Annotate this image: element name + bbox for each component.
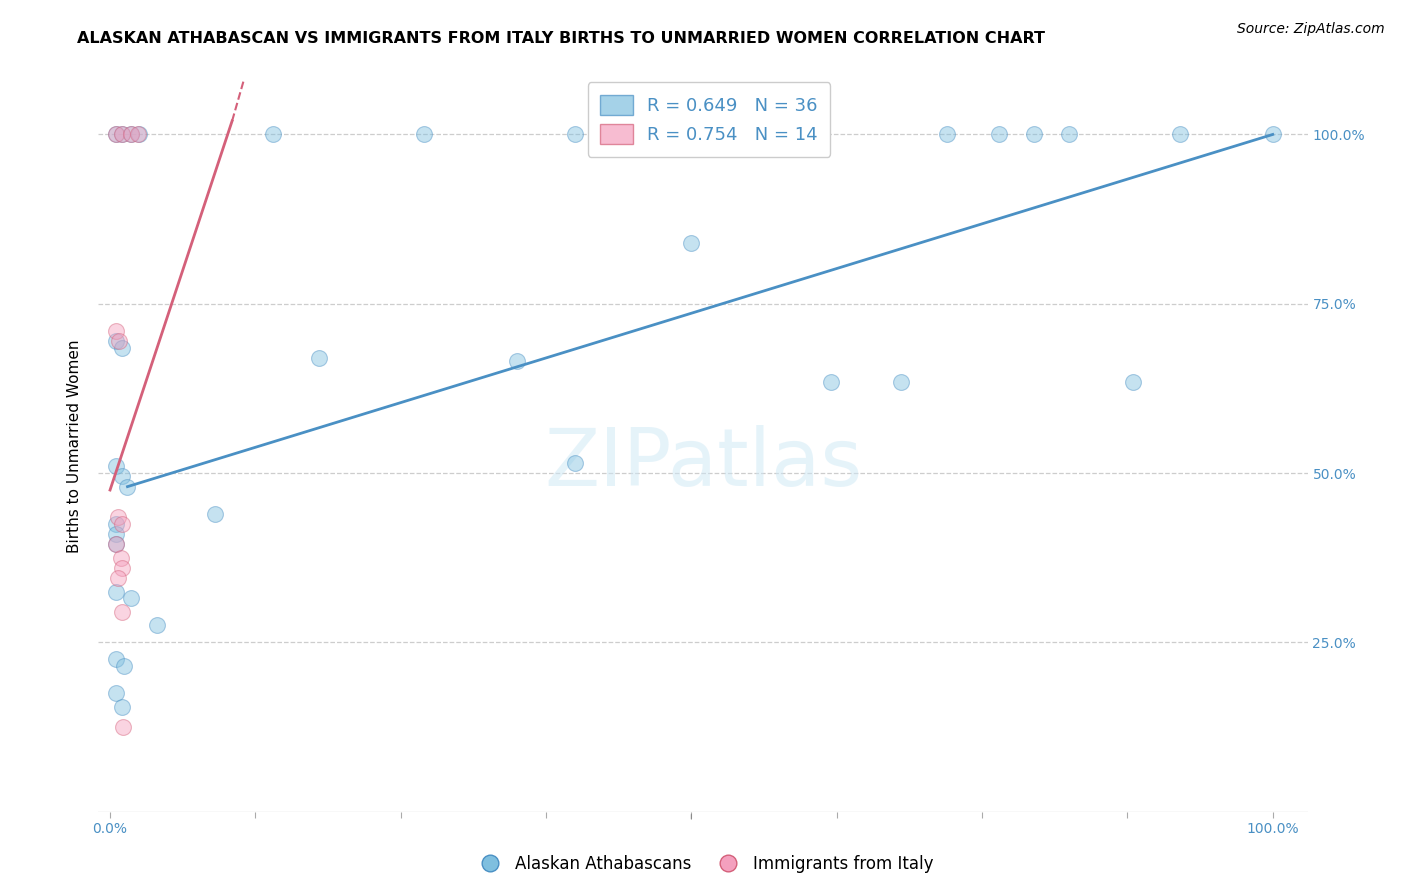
Point: [104, 324, 127, 338]
Point: [1261, 128, 1284, 142]
Point: [104, 128, 127, 142]
Legend: R = 0.649   N = 36, R = 0.754   N = 14: R = 0.649 N = 36, R = 0.754 N = 14: [588, 82, 831, 157]
Point: [107, 510, 129, 524]
Point: [127, 128, 149, 142]
Point: [111, 516, 134, 531]
Point: [1168, 128, 1191, 142]
Point: [111, 128, 134, 142]
Point: [506, 354, 529, 368]
Point: [564, 456, 586, 470]
Point: [104, 128, 127, 142]
Text: ALASKAN ATHABASCAN VS IMMIGRANTS FROM ITALY BIRTHS TO UNMARRIED WOMEN CORRELATIO: ALASKAN ATHABASCAN VS IMMIGRANTS FROM IT…: [77, 31, 1045, 46]
Point: [111, 605, 134, 619]
Point: [104, 537, 127, 551]
Y-axis label: Births to Unmarried Women: Births to Unmarried Women: [67, 339, 83, 553]
Point: [104, 459, 127, 474]
Point: [890, 375, 912, 389]
Point: [104, 537, 127, 551]
Point: [1122, 375, 1144, 389]
Point: [111, 341, 134, 355]
Point: [1024, 128, 1046, 142]
Point: [413, 128, 436, 142]
Point: [564, 128, 586, 142]
Point: [104, 686, 127, 700]
Text: Source: ZipAtlas.com: Source: ZipAtlas.com: [1237, 22, 1385, 37]
Text: ZIPatlas: ZIPatlas: [544, 425, 862, 503]
Point: [936, 128, 959, 142]
Point: [111, 469, 134, 483]
Point: [128, 128, 150, 142]
Point: [104, 584, 127, 599]
Point: [104, 652, 127, 666]
Point: [204, 507, 226, 521]
Point: [308, 351, 330, 365]
Point: [145, 618, 167, 632]
Point: [820, 375, 842, 389]
Point: [104, 527, 127, 541]
Point: [111, 699, 134, 714]
Point: [262, 128, 284, 142]
Point: [104, 516, 127, 531]
Point: [120, 128, 142, 142]
Point: [111, 720, 134, 734]
Legend: Alaskan Athabascans, Immigrants from Italy: Alaskan Athabascans, Immigrants from Ita…: [467, 848, 939, 880]
Point: [108, 334, 131, 348]
Point: [120, 128, 142, 142]
Point: [104, 334, 127, 348]
Point: [111, 561, 134, 575]
Point: [1057, 128, 1080, 142]
Point: [120, 591, 142, 606]
Point: [112, 659, 135, 673]
Point: [988, 128, 1011, 142]
Point: [107, 571, 129, 585]
Point: [111, 128, 134, 142]
Point: [110, 550, 132, 565]
Point: [681, 235, 703, 250]
Point: [117, 480, 139, 494]
